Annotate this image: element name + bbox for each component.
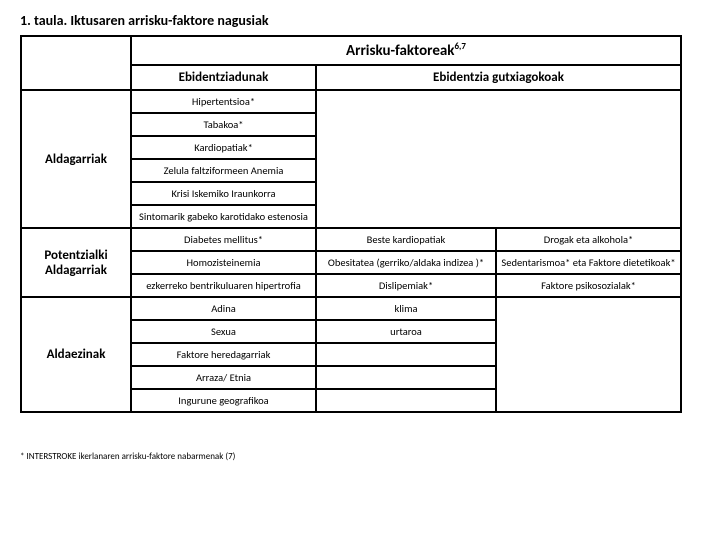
- s2-r1c1: Homozisteinemia: [131, 251, 316, 274]
- s2-r2c1: ezkerreko bentrikuluaren hipertrofia: [131, 274, 316, 297]
- s2-r1c3: Sedentarismoa* eta Faktore dietetikoak*: [496, 251, 681, 274]
- risk-factor-table: Arrisku-faktoreak6,7 Ebidentziadunak Ebi…: [20, 35, 682, 413]
- s1-r1: Tabakoa*: [131, 113, 316, 136]
- header-blank: [21, 36, 131, 90]
- s3-blank: [496, 297, 681, 412]
- section1-label: Aldagarriak: [21, 90, 131, 228]
- header-main: Arrisku-faktoreak6,7: [131, 36, 681, 65]
- s3-r3c1: Arraza/ Etnia: [131, 366, 316, 389]
- s1-blank: [316, 90, 681, 228]
- s3-r2c1: Faktore heredagarriak: [131, 343, 316, 366]
- s1-r4: Krisi Iskemiko Iraunkorra: [131, 182, 316, 205]
- s3-r1c1: Sexua: [131, 320, 316, 343]
- s2-r0c2: Beste kardiopatiak: [316, 228, 496, 251]
- s3-r4c1: Ingurune geografikoa: [131, 389, 316, 412]
- s3-r3c2: [316, 366, 496, 389]
- section3-label: Aldaezinak: [21, 297, 131, 412]
- s3-r4c2: [316, 389, 496, 412]
- s3-r0c1: Adina: [131, 297, 316, 320]
- s3-r1c2: urtaroa: [316, 320, 496, 343]
- s3-r0c2: klima: [316, 297, 496, 320]
- s1-r5: Sintomarik gabeko karotidako estenosia: [131, 205, 316, 228]
- s3-r2c2: [316, 343, 496, 366]
- s2-r2c3: Faktore psikosozialak*: [496, 274, 681, 297]
- s2-r1c2: Obesitatea (gerriko/aldaka indizea )*: [316, 251, 496, 274]
- header-col1: Ebidentziadunak: [131, 65, 316, 90]
- table-title: 1. taula. Iktusaren arrisku-faktore nagu…: [20, 12, 700, 29]
- s2-r0c3: Drogak eta alkohola*: [496, 228, 681, 251]
- s1-r3: Zelula faltziformeen Anemia: [131, 159, 316, 182]
- s2-r2c2: Dislipemiak*: [316, 274, 496, 297]
- s1-r2: Kardiopatiak*: [131, 136, 316, 159]
- footnote: * INTERSTROKE ikerlanaren arrisku-faktor…: [20, 451, 700, 462]
- s1-r0: Hipertentsioa*: [131, 90, 316, 113]
- s2-r0c1: Diabetes mellitus*: [131, 228, 316, 251]
- header-col2: Ebidentzia gutxiagokoak: [316, 65, 681, 90]
- section2-label: Potentzialki Aldagarriak: [21, 228, 131, 297]
